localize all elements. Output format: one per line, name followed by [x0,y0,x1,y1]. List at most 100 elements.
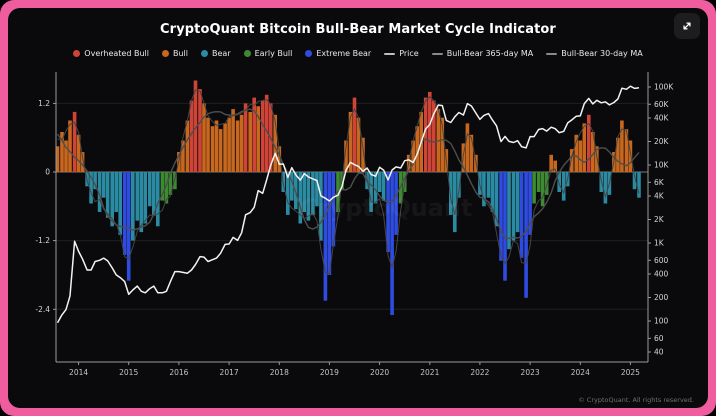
indicator-bar [218,129,223,172]
indicator-bar [628,140,633,172]
indicator-bar [390,172,394,315]
indicator-bar [252,97,256,172]
legend-item-eb[interactable]: Early Bull [243,49,292,58]
indicator-bar [319,172,323,241]
ma365-line [56,108,640,240]
indicator-bar [231,109,235,172]
legend-label: Bull-Bear 365-day MA [446,49,534,58]
indicator-bar [223,123,227,172]
x-axis-label: 2015 [119,368,138,377]
legend-item-ob[interactable]: Overheated Bull [73,49,149,58]
indicator-bar [524,172,528,298]
indicator-bar [152,172,156,215]
x-axis-label: 2023 [521,368,540,377]
indicator-bar [139,172,144,233]
chart-canvas: 1.2 0 -1.2 -2.4 100K 60K 40K 20K 10K 6K 4K 2K 1K 600 4… [35,72,674,377]
x-axis-label: 2024 [571,368,590,377]
indicator-bar [198,89,202,172]
indicator-bar [423,97,428,172]
indicator-bar [315,172,319,207]
legend-item-br[interactable]: Bear [201,49,231,58]
right-axis-label: 40K [654,114,670,123]
indicator-bar [587,114,591,172]
x-axis-label: 2014 [69,368,88,377]
ma365-legend-line-sample [431,52,443,55]
indicator-bar [453,172,457,233]
br-legend-dot [201,50,208,57]
x-axis-label: 2018 [270,368,289,377]
indicator-bar [624,129,629,172]
indicator-bar [591,132,595,172]
indicator-bar [156,172,160,227]
indicator-bar [381,172,386,201]
legend-item-ma365[interactable]: Bull-Bear 365-day MA [431,49,534,58]
indicator-bar [126,172,131,281]
legend-item-xb[interactable]: Extreme Bear [305,49,371,58]
indicator-bar [290,172,294,201]
legend-item-ma30[interactable]: Bull-Bear 30-day MA [546,49,643,58]
right-axis-label: 60 [654,334,664,343]
indicator-bar [449,172,453,215]
indicator-bar [185,120,190,172]
indicator-bar [528,172,532,235]
eb-legend-dot [243,50,251,57]
indicator-bar [97,172,102,212]
indicator-bar [549,154,553,172]
left-axis-label: -1.2 [35,236,50,245]
indicator-bar [503,172,507,281]
indicator-bar [561,172,566,201]
indicator-bar [122,172,127,255]
left-axis-label: 0 [45,168,50,177]
indicator-bar [110,172,114,227]
indicator-bar [302,172,307,212]
right-axis-label: 60K [654,100,670,109]
indicator-bar [60,132,64,172]
indicator-bar [344,140,348,172]
indicator-bar [499,172,503,261]
indicator-bar [616,137,620,172]
x-axis-label: 2021 [420,368,439,377]
indicator-bar [578,140,583,172]
legend-label: Price [399,49,419,58]
expand-button[interactable] [674,13,700,39]
x-axis-label: 2016 [169,368,188,377]
indicator-bar [352,97,357,172]
indicator-bar [306,172,311,221]
indicator-bar [348,111,353,172]
indicator-bar [311,172,315,215]
legend-item-b[interactable]: Bull [161,49,188,58]
indicator-bar [93,172,97,190]
x-axis-label: 2025 [621,368,640,377]
indicator-bar [557,172,561,192]
legend-label: Bear [212,49,231,58]
indicator-bar [440,117,445,172]
indicator-bar [327,172,332,275]
indicator-bar [206,117,210,172]
indicator-bar [323,172,328,301]
indicator-bar [72,111,77,172]
right-axis-label: 200 [654,293,669,302]
x-axis-label: 2019 [320,368,339,377]
indicator-bar [356,117,361,172]
indicator-bar [603,172,608,204]
indicator-bar [369,172,373,212]
indicator-bar [227,117,231,172]
right-axis-label: 100K [654,83,674,92]
expand-icon [683,22,691,30]
indicator-bar [189,100,194,172]
indicator-bar [214,120,219,172]
price-legend-line-sample [384,52,396,55]
right-axis-label: 20K [654,137,670,146]
indicator-bar [486,172,491,198]
right-axis-label: 4K [654,192,665,201]
indicator-bar [105,172,110,218]
indicator-bar [386,172,390,253]
right-axis-label: 40 [654,348,664,357]
right-axis-label: 1K [654,239,665,248]
legend-label: Bull [172,49,188,58]
indicator-bar [465,123,470,172]
indicator-bar [114,172,118,212]
legend-item-price[interactable]: Price [384,49,419,58]
indicator-bar [377,172,382,192]
